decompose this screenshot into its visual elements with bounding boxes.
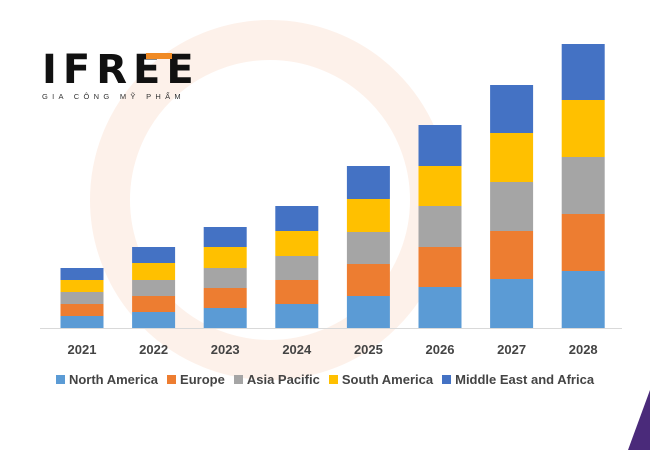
x-tick-label: 2023 <box>211 342 240 357</box>
legend-swatch <box>167 375 177 384</box>
x-tick-label: 2028 <box>569 342 598 357</box>
legend-label: Europe <box>180 372 225 387</box>
bar-segment-2027-south-america <box>490 133 534 182</box>
bar-segment-2022-north-america <box>132 312 176 328</box>
bar-segment-2024-middle-east-and-africa <box>275 206 319 231</box>
x-tick-label: 2021 <box>68 342 97 357</box>
legend-item: North America <box>55 372 159 387</box>
bar-segment-2025-asia-pacific <box>346 232 390 264</box>
bar-segment-2024-europe <box>275 280 319 304</box>
legend-label: Asia Pacific <box>246 372 320 387</box>
bar-segment-2022-middle-east-and-africa <box>132 247 176 263</box>
bar-segment-2026-middle-east-and-africa <box>418 125 462 166</box>
bar-segment-2025-middle-east-and-africa <box>346 166 390 199</box>
bar-segment-2022-asia-pacific <box>132 280 176 296</box>
bar-segment-2024-south-america <box>275 231 319 256</box>
corner-decoration <box>628 390 650 450</box>
legend: North America Europe Asia Pacific South Ame… <box>0 372 650 387</box>
logo-accent-bar <box>146 53 172 59</box>
legend-label: Middle East and Africa <box>455 372 595 387</box>
bar-segment-2023-europe <box>203 288 247 308</box>
stacked-bar-chart: 2021 2022 2023 2024 2025 2026 2027 2028 <box>40 44 622 357</box>
bar-segment-2023-north-america <box>203 308 247 328</box>
x-tick-label: 2027 <box>497 342 526 357</box>
bar-segment-2027-middle-east-and-africa <box>490 85 534 133</box>
bar-segment-2025-north-america <box>346 296 390 328</box>
bar-segment-2028-middle-east-and-africa <box>561 44 605 100</box>
bar-segment-2027-north-america <box>490 279 534 328</box>
legend-swatch <box>55 375 65 384</box>
bar-segment-2028-asia-pacific <box>561 157 605 214</box>
legend-item: South America <box>328 372 434 387</box>
x-tick-label: 2024 <box>282 342 312 357</box>
x-tick-label: 2025 <box>354 342 383 357</box>
bar-segment-2021-europe <box>60 304 104 316</box>
bar-segment-2023-asia-pacific <box>203 268 247 288</box>
logo-tagline: GIA CÔNG MỸ PHẨM <box>42 92 185 101</box>
x-tick-label: 2022 <box>139 342 168 357</box>
legend-swatch <box>328 375 338 384</box>
bar-segment-2026-north-america <box>418 287 462 328</box>
bar-segment-2026-europe <box>418 247 462 287</box>
bar-segment-2022-europe <box>132 296 176 312</box>
legend-swatch <box>442 375 452 384</box>
bar-segment-2027-europe <box>490 231 534 279</box>
bar-segment-2021-north-america <box>60 316 104 328</box>
bar-segment-2028-europe <box>561 214 605 271</box>
ifree-logo: IFREE GIA CÔNG MỸ PHẨM <box>42 50 200 101</box>
legend-label: North America <box>68 372 159 387</box>
bar-segment-2021-south-america <box>60 280 104 292</box>
x-tick-label: 2026 <box>426 342 455 357</box>
bar-segment-2028-south-america <box>561 100 605 157</box>
bar-segment-2025-europe <box>346 264 390 296</box>
bar-segment-2021-middle-east-and-africa <box>60 268 104 280</box>
legend-item: Europe <box>167 372 225 387</box>
bar-segment-2024-asia-pacific <box>275 256 319 280</box>
bar-segment-2028-north-america <box>561 271 605 328</box>
bar-segment-2022-south-america <box>132 263 176 280</box>
bar-segment-2027-asia-pacific <box>490 182 534 231</box>
bar-segment-2023-south-america <box>203 247 247 268</box>
bar-segment-2024-north-america <box>275 304 319 328</box>
legend-item: Middle East and Africa <box>442 372 594 387</box>
legend-item: Asia Pacific <box>233 372 320 387</box>
bar-segment-2023-middle-east-and-africa <box>203 227 247 247</box>
bar-segment-2026-south-america <box>418 166 462 206</box>
legend-label: South America <box>341 372 434 387</box>
bar-segment-2025-south-america <box>346 199 390 232</box>
bar-segment-2021-asia-pacific <box>60 292 104 304</box>
legend-swatch <box>233 375 243 384</box>
bar-segment-2026-asia-pacific <box>418 206 462 247</box>
